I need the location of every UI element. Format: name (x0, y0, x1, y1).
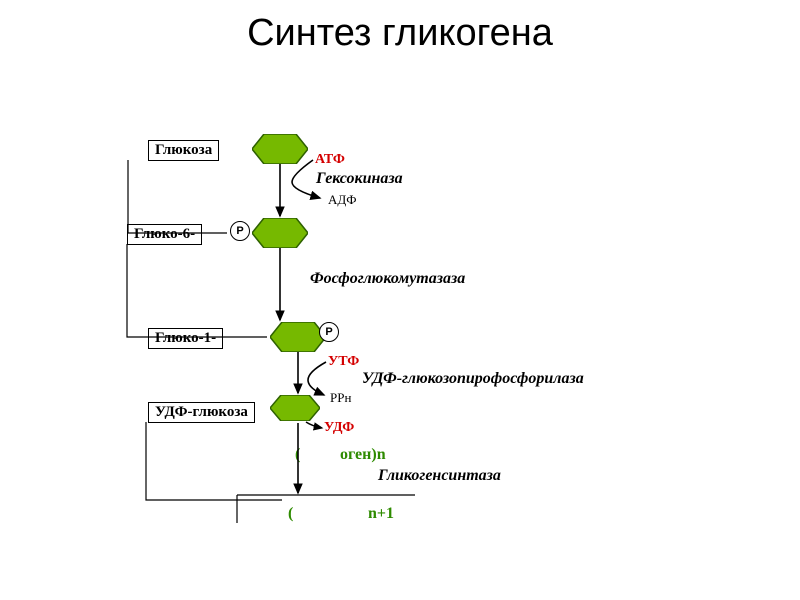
label-glucose: Глюкоза (148, 140, 219, 161)
label-glycogen-synthase: Гликогенсинтаза (378, 467, 501, 485)
label-open-paren-1: ( (295, 446, 300, 464)
label-ppn: PPн (330, 390, 351, 406)
hex-glucose (252, 134, 308, 169)
label-gluco1: Глюко-1- (148, 328, 223, 349)
label-utp: УТФ (328, 354, 359, 370)
label-phosphoglucomutase: Фосфоглюкомутазаза (310, 270, 465, 288)
hex-gluco1 (270, 322, 326, 357)
label-gluco6: Глюко-6- (127, 224, 202, 245)
label-adp: АДФ (328, 192, 357, 208)
diagram-stage: Синтез гликогена P P Глюкоза Глюко-6- Гл… (0, 0, 800, 600)
label-ogen-n: оген)n (340, 446, 386, 464)
hex-udf-glucose (270, 395, 320, 426)
phosphate-badge-2: P (319, 322, 339, 342)
phosphate-badge-1: P (230, 221, 250, 241)
label-atp: АТФ (315, 152, 345, 168)
label-n-plus-1: n+1 (368, 505, 394, 523)
label-open-paren-2: ( (288, 505, 293, 523)
label-hexokinase: Гексокиназа (316, 170, 403, 188)
label-udf: УДФ (324, 420, 354, 436)
label-udf-pyrophosphorylase: УДФ-глюкозопирофосфорилаза (362, 370, 584, 388)
page-title: Синтез гликогена (0, 12, 800, 55)
hex-gluco6 (252, 218, 308, 253)
arrows-overlay (0, 0, 800, 600)
label-udf-glucose: УДФ-глюкоза (148, 402, 255, 423)
